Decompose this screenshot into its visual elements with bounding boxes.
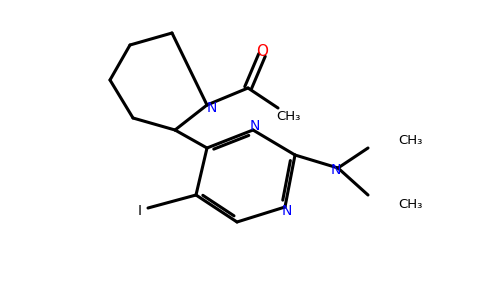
Text: N: N [282, 204, 292, 218]
Text: N: N [331, 163, 341, 177]
Text: CH₃: CH₃ [276, 110, 300, 122]
Text: CH₃: CH₃ [398, 199, 422, 212]
Text: N: N [207, 101, 217, 115]
Text: O: O [256, 44, 268, 59]
Text: I: I [138, 204, 142, 218]
Text: N: N [250, 119, 260, 133]
Text: CH₃: CH₃ [398, 134, 422, 146]
